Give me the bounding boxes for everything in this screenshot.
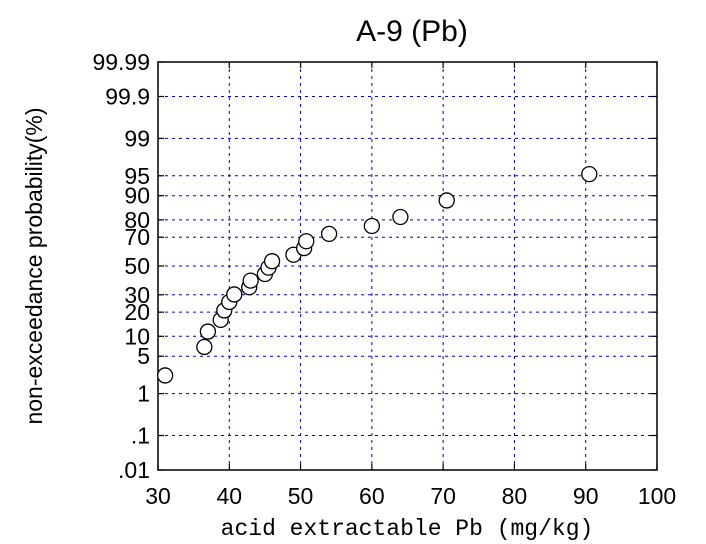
data-point — [363, 217, 381, 235]
x-tick-label: 60 — [359, 483, 385, 509]
x-tick-label: 30 — [145, 483, 171, 509]
x-tick-label: 90 — [573, 483, 599, 509]
data-point — [320, 225, 338, 243]
y-tick-label: 20 — [124, 299, 150, 325]
y-tick-label: 5 — [137, 343, 150, 369]
y-axis-label: non-exceedance probability(%) — [21, 107, 47, 424]
data-point — [438, 192, 455, 209]
y-tick-label: 70 — [124, 224, 150, 250]
data-point — [156, 367, 174, 384]
y-tick-label: 1 — [137, 381, 150, 407]
y-tick-label: .01 — [118, 457, 150, 483]
data-point — [298, 233, 315, 250]
y-tick-label: 99.9 — [105, 83, 150, 109]
data-point — [226, 286, 243, 303]
x-tick-label: 70 — [430, 483, 456, 509]
x-axis-label: acid extractable Pb (mg/kg) — [221, 516, 594, 542]
grid — [158, 62, 657, 470]
data-point — [392, 208, 409, 226]
x-tick-label: 50 — [288, 483, 314, 509]
data-point — [199, 323, 217, 340]
y-tick-label: 99.99 — [92, 49, 150, 75]
x-tick-labels: 30 40 50 60 70 80 90 100 — [145, 483, 676, 509]
x-tick-label: 40 — [216, 483, 242, 509]
data-point — [196, 338, 213, 356]
plot-frame — [157, 61, 658, 471]
data-point — [263, 253, 281, 270]
y-tick-label: .1 — [131, 423, 150, 449]
x-tick-label: 100 — [638, 483, 676, 509]
data-point — [581, 165, 598, 183]
y-tick-label: 95 — [124, 163, 150, 189]
y-tick-label: 50 — [124, 253, 150, 279]
y-tick-label: 90 — [124, 183, 150, 209]
x-tick-label: 80 — [502, 483, 528, 509]
data-points — [156, 165, 598, 384]
y-tick-label: 99 — [124, 125, 150, 151]
chart-title: A-9 (Pb) — [356, 15, 468, 48]
data-point — [242, 272, 259, 289]
y-tick-label: 80 — [124, 207, 150, 233]
y-tick-label: 10 — [124, 323, 150, 349]
y-tick-label: 30 — [124, 282, 150, 308]
axis-ticks — [157, 61, 658, 471]
